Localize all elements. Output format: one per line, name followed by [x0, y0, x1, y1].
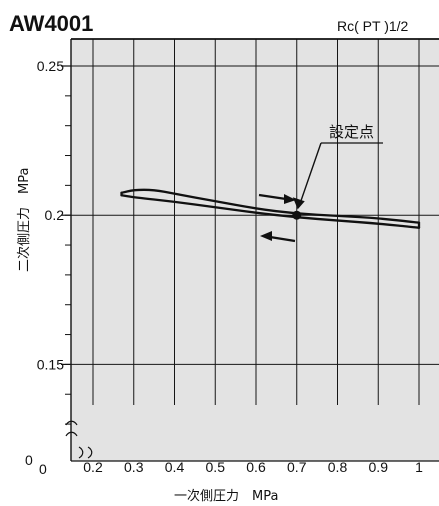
- x-origin-label: 0: [39, 461, 47, 477]
- chart-title: AW4001: [9, 11, 93, 36]
- x-tick-label: 0.9: [369, 459, 389, 475]
- axis-layer: 0.15 0.2 0.25 0.2 0.3 0.4 0.5 0.6 0.7 0.8 0.9 1 00: [25, 38, 439, 477]
- increasing-direction-arrow: [258, 193, 287, 201]
- x-tick-label: 0.6: [246, 459, 266, 475]
- plot-background: [71, 39, 439, 461]
- x-tick-label: 1: [415, 459, 423, 475]
- x-tick-label: 0.3: [124, 459, 144, 475]
- x-tick-label: 0.4: [165, 459, 185, 475]
- decreasing-direction-arrowhead: [260, 231, 272, 241]
- x-tick-label: 0.7: [287, 459, 307, 475]
- set-point-marker: [292, 210, 302, 220]
- y-axis-break-mark: [65, 420, 78, 437]
- set-point-leader-arrowhead: [292, 197, 305, 210]
- y-tick-label: 0.15: [37, 356, 64, 372]
- x-tick-label: 0.2: [83, 459, 103, 475]
- increasing-direction-arrowhead: [284, 194, 296, 204]
- set-point-label: 設定点: [329, 123, 374, 141]
- lower-hysteresis-curve: [120, 194, 421, 229]
- y-origin-label: 0: [25, 452, 33, 468]
- y-tick-label: 0.25: [37, 58, 64, 74]
- y-tick-label: 0.2: [45, 207, 65, 223]
- set-point-leader-line: [298, 142, 322, 208]
- chart-subtitle: Rc( PT )1/2: [337, 18, 409, 34]
- x-tick-label: 0.8: [328, 459, 348, 475]
- grid-layer: [71, 39, 439, 461]
- x-tick-label: 0.5: [206, 459, 226, 475]
- upper-hysteresis-curve: [120, 188, 421, 224]
- series-layer: [120, 188, 421, 229]
- annotation-layer: 設定点: [258, 123, 383, 243]
- y-axis-label: 二次側圧力 MPa: [16, 168, 32, 272]
- decreasing-direction-arrow: [269, 235, 296, 243]
- x-axis-label: 一次側圧力 MPa: [174, 488, 278, 504]
- x-axis-break-mark: [78, 446, 93, 459]
